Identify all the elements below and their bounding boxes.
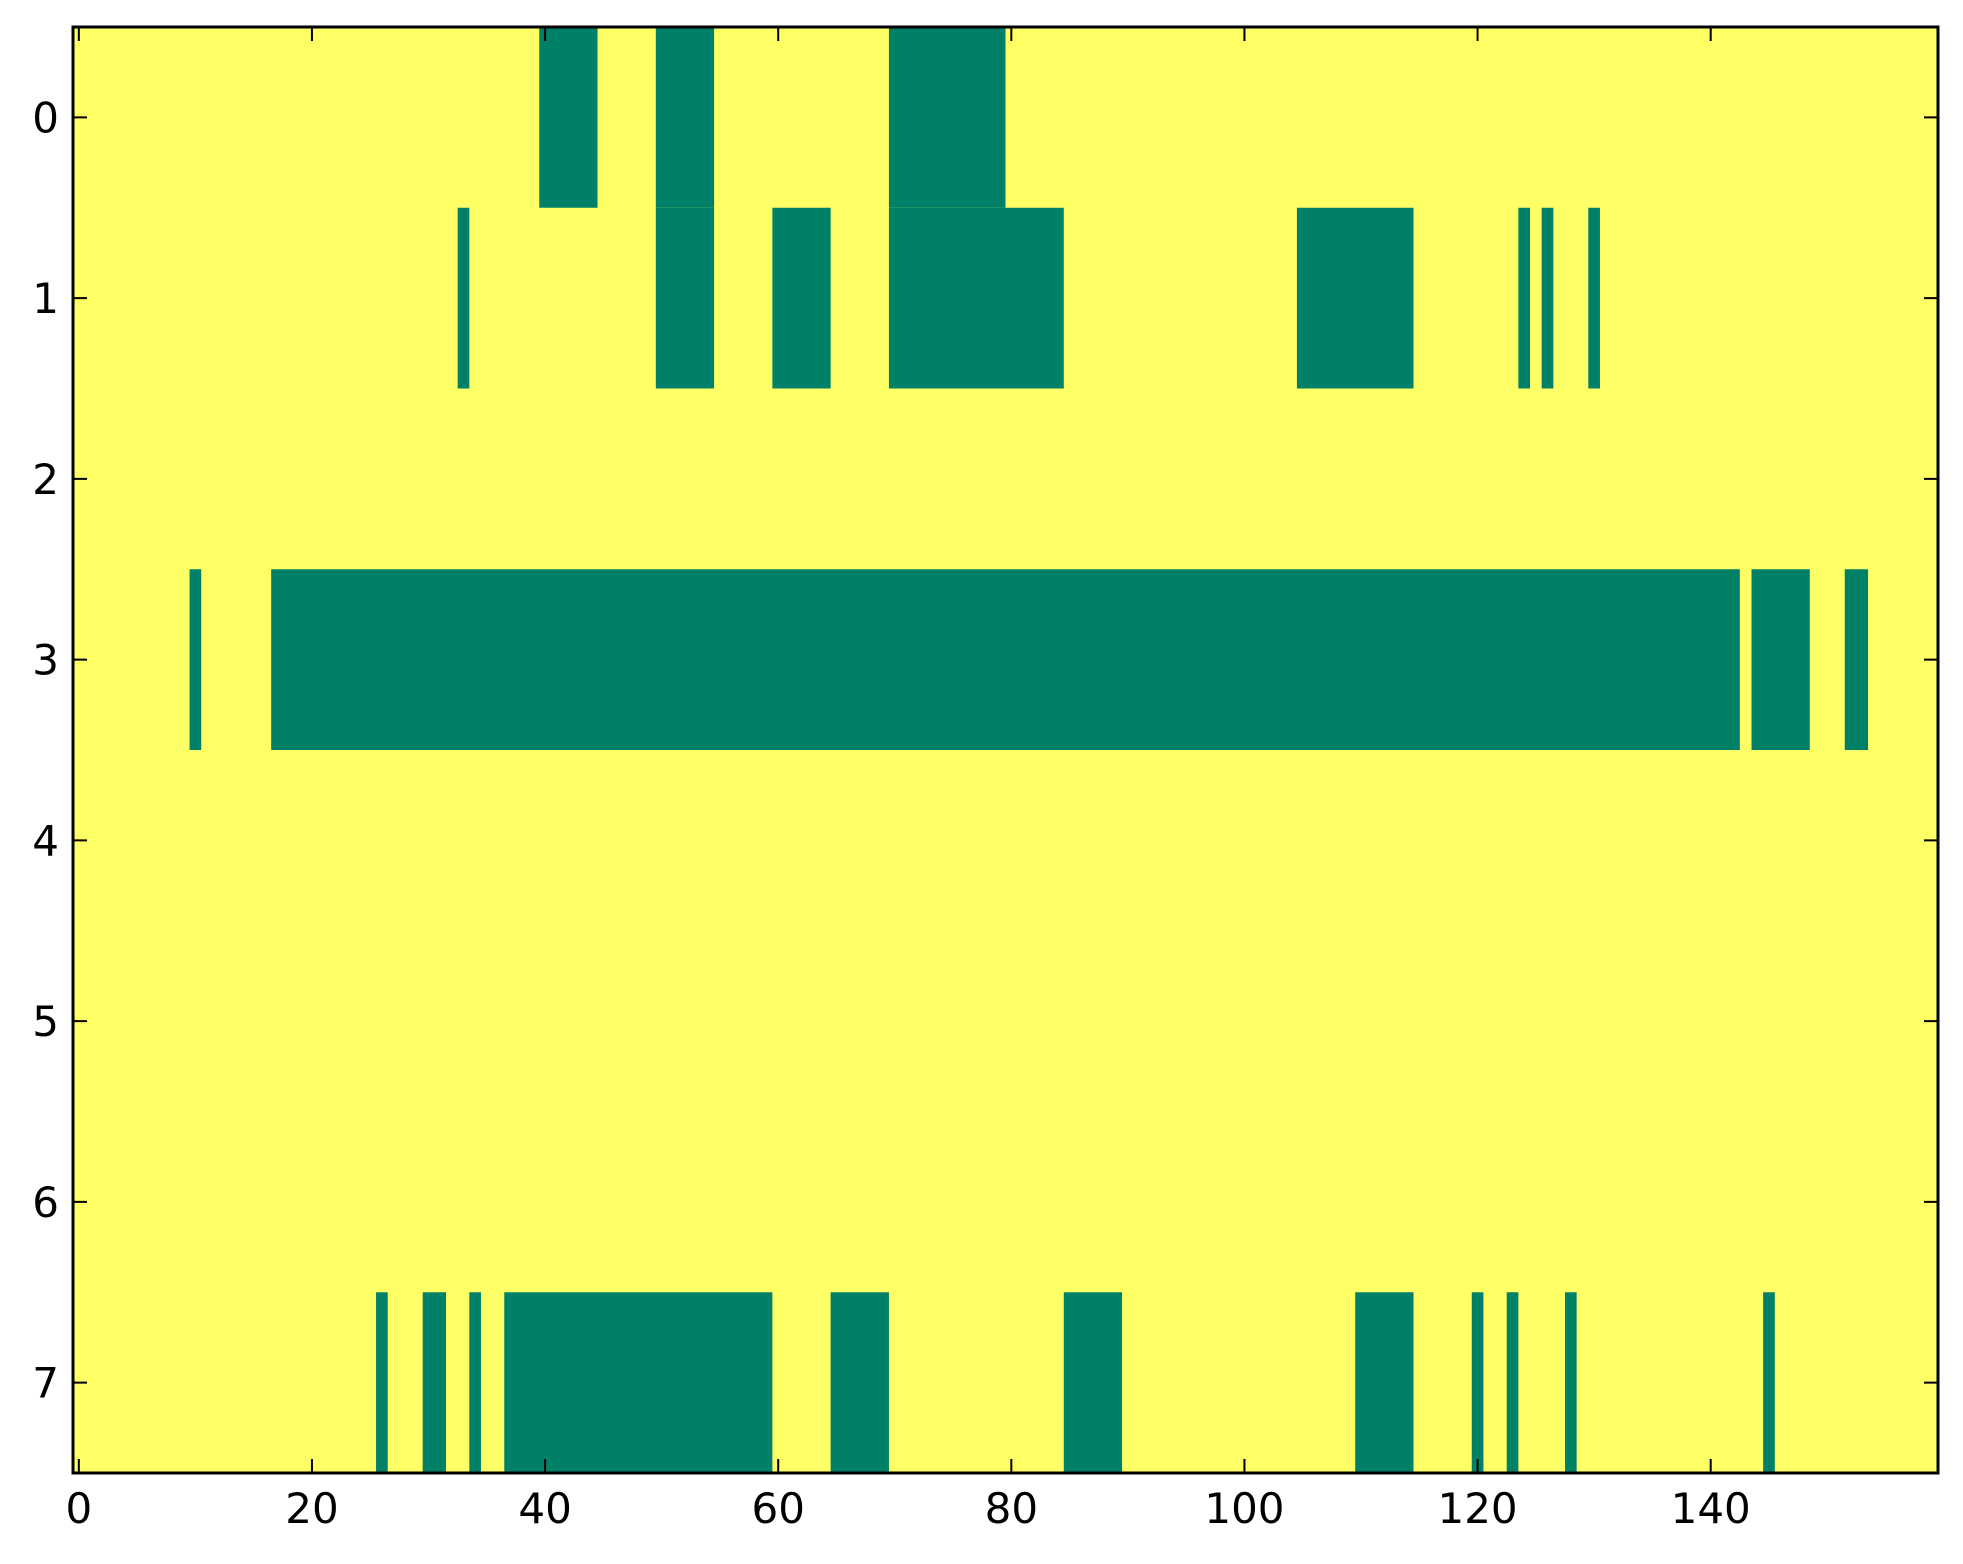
x-tick-label: 0 <box>65 1484 92 1533</box>
heatmap-cell-run <box>539 27 598 208</box>
x-tick-label: 20 <box>285 1484 338 1533</box>
x-tick-label: 120 <box>1437 1484 1517 1533</box>
heatmap-cell-run <box>1355 1292 1414 1473</box>
heatmap-cell-run <box>376 1292 388 1473</box>
heatmap-cell-run <box>655 27 715 208</box>
plot-area <box>71 25 1940 1475</box>
y-tick-label: 1 <box>32 274 59 323</box>
heatmap-cell-run <box>1506 1292 1519 1473</box>
heatmap-cell-run <box>1471 1292 1484 1473</box>
heatmap-cell-run <box>888 207 1064 389</box>
y-tick-label: 4 <box>32 816 59 865</box>
plot-frame <box>71 25 1940 1475</box>
x-tick-label: 60 <box>751 1484 804 1533</box>
heatmap-cell-run <box>504 1292 773 1473</box>
y-axis: 0 1 2 3 4 5 6 7 <box>32 93 1938 1408</box>
heatmap-cell-run <box>457 207 470 389</box>
heatmap-cell-run <box>1518 207 1531 389</box>
heatmap-cell-run <box>1296 207 1414 389</box>
heatmap-cell-run <box>1588 207 1600 389</box>
y-tick-label: 0 <box>32 93 59 142</box>
y-tick-label: 2 <box>32 455 59 504</box>
heatmap-cell-run <box>1565 1292 1577 1473</box>
heatmap-cell-run <box>888 27 1006 208</box>
y-tick-label: 7 <box>32 1359 59 1408</box>
heatmap-cell-run <box>271 569 1740 750</box>
heatmap-cell-run <box>189 569 202 750</box>
heatmap-cell-run <box>422 1292 446 1473</box>
heatmap-cells <box>189 27 1869 1473</box>
heatmap-cell-run <box>1751 569 1810 750</box>
heatmap-cell-run <box>772 207 831 389</box>
x-axis: 0 20 40 60 80 100 120 140 <box>65 27 1751 1533</box>
x-tick-label: 100 <box>1204 1484 1284 1533</box>
heatmap-cell-run <box>655 207 715 389</box>
x-tick-label: 140 <box>1671 1484 1751 1533</box>
heatmap-cell-run <box>830 1292 889 1473</box>
heatmap-cell-run <box>1844 569 1869 750</box>
heatmap-cell-run <box>1763 1292 1775 1473</box>
x-tick-label: 40 <box>518 1484 571 1533</box>
y-tick-label: 3 <box>32 636 59 685</box>
heatmap-cell-run <box>1541 207 1554 389</box>
heatmap-cell-run <box>1063 1292 1123 1473</box>
heatmap-cell-run <box>469 1292 481 1473</box>
y-tick-label: 6 <box>32 1178 59 1227</box>
x-tick-label: 80 <box>985 1484 1038 1533</box>
y-tick-label: 5 <box>32 997 59 1046</box>
